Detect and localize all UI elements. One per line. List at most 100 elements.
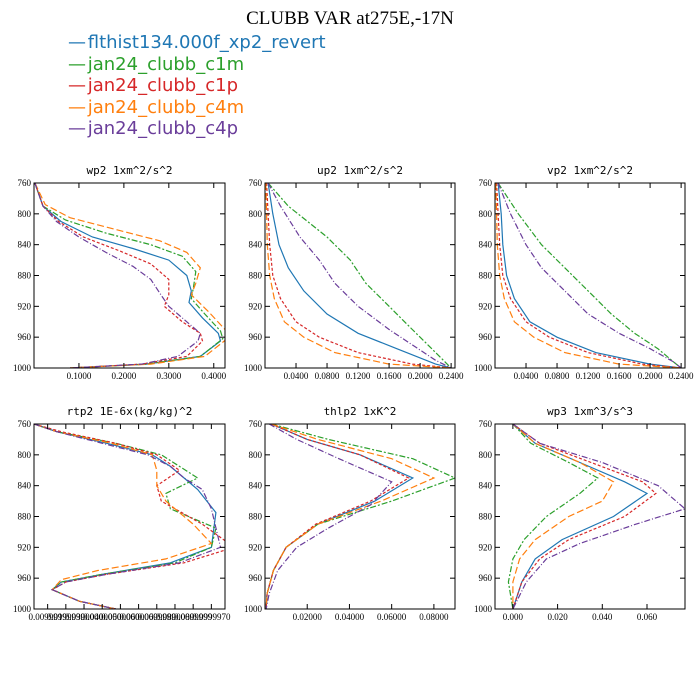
y-tick-label: 760 — [249, 178, 263, 188]
legend-label: jan24_clubb_c4m — [87, 96, 245, 118]
legend-swatch: — — [68, 118, 86, 139]
y-tick-label: 920 — [249, 542, 263, 552]
x-tick-label: 0.06000 — [377, 612, 407, 622]
x-tick-label: 0.060 — [637, 612, 658, 622]
x-tick-label: 0.1600 — [377, 371, 402, 381]
legend-item: — jan24_clubb_c4m — [68, 97, 326, 119]
chart-panel: rtp2 1E-6x(kg/kg)^2 760 800 840 880 920 960 100… — [13, 405, 231, 622]
series-line — [265, 424, 455, 609]
chart-title: wp2 1xm^2/s^2 — [86, 164, 172, 177]
x-tick-label: 0.2000 — [408, 371, 433, 381]
series-line — [512, 424, 685, 609]
legend-item: — flthist134.000f_xp2_revert — [68, 32, 326, 54]
x-tick-label: 0.0999970 — [192, 612, 231, 622]
y-tick-label: 880 — [18, 512, 32, 522]
y-tick-label: 1000 — [244, 363, 263, 373]
x-tick-label: 0.000 — [503, 612, 524, 622]
y-tick-label: 760 — [479, 419, 493, 429]
series-group — [495, 183, 682, 368]
x-tick-label: 0.0300000 — [65, 612, 104, 622]
series-group — [34, 424, 225, 609]
x-tick-label: 0.0800 — [545, 371, 570, 381]
legend-swatch: — — [68, 75, 86, 96]
x-tick-label: 0.1200 — [346, 371, 371, 381]
y-tick-label: 920 — [18, 542, 32, 552]
y-tick-label: 840 — [249, 481, 263, 491]
series-line — [265, 183, 452, 368]
y-tick-label: 960 — [18, 332, 32, 342]
chart-panel: thlp2 1xK^2 760 800 840 880 920 960 1000 0.02000… — [244, 405, 456, 622]
chart-title: wp3 1xm^3/s^3 — [547, 405, 633, 418]
y-tick-label: 800 — [249, 209, 263, 219]
series-line — [497, 183, 682, 368]
x-tick-label: 0.0800000 — [156, 612, 195, 622]
x-tick-label: 0.2400 — [669, 371, 694, 381]
x-tick-label: 0.08000 — [419, 612, 449, 622]
plot-frame — [264, 423, 456, 610]
legend-label: jan24_clubb_c4p — [87, 118, 239, 139]
x-tick-label: 0.1600 — [607, 371, 632, 381]
series-line — [34, 183, 224, 368]
y-tick-label: 880 — [18, 271, 32, 281]
y-tick-label: 840 — [479, 240, 493, 250]
series-line — [267, 183, 452, 368]
legend-label: jan24_clubb_c1p — [87, 75, 239, 96]
x-tick-label: 0.1000 — [67, 371, 92, 381]
y-tick-label: 760 — [249, 419, 263, 429]
y-tick-label: 1000 — [474, 604, 493, 614]
legend-label: flthist134.000f_xp2_revert — [87, 32, 326, 53]
plot-frame — [33, 182, 226, 369]
y-tick-label: 760 — [18, 419, 32, 429]
y-tick-label: 840 — [18, 240, 32, 250]
series-line — [34, 424, 213, 609]
series-line — [507, 424, 599, 609]
y-tick-label: 840 — [18, 481, 32, 491]
chart-title: thlp2 1xK^2 — [324, 405, 397, 418]
series-line — [497, 183, 682, 368]
x-tick-label: 0.0500000 — [101, 612, 140, 622]
x-tick-label: 0.0699999 — [138, 612, 177, 622]
y-tick-label: 960 — [18, 573, 32, 583]
y-tick-label: 840 — [249, 240, 263, 250]
y-tick-label: 840 — [479, 481, 493, 491]
series-line — [267, 183, 452, 368]
legend-item: — jan24_clubb_c1p — [68, 75, 326, 97]
y-tick-label: 1000 — [13, 363, 32, 373]
series-line — [512, 424, 657, 609]
legend-item: — jan24_clubb_c1m — [68, 54, 326, 76]
legend-swatch: — — [68, 53, 86, 75]
x-tick-label: 0.4000 — [201, 371, 226, 381]
y-tick-label: 920 — [249, 301, 263, 311]
y-tick-label: 1000 — [244, 604, 263, 614]
series-line — [266, 183, 452, 368]
chart-title: up2 1xm^2/s^2 — [317, 164, 403, 177]
x-tick-label: 0.040 — [592, 612, 613, 622]
chart-title: vp2 1xm^2/s^2 — [547, 164, 633, 177]
x-tick-label: 0.0099999 — [29, 612, 68, 622]
series-group — [265, 183, 452, 368]
y-tick-label: 1000 — [13, 604, 32, 614]
x-tick-label: 0.3000 — [156, 371, 181, 381]
x-tick-label: 0.02000 — [293, 612, 323, 622]
x-tick-label: 0.0899999 — [174, 612, 213, 622]
y-tick-label: 800 — [479, 209, 493, 219]
y-tick-label: 800 — [18, 450, 32, 460]
page-title: CLUBB VAR at275E,-17N — [246, 8, 454, 29]
series-line — [34, 424, 222, 609]
y-tick-label: 920 — [18, 301, 32, 311]
y-tick-label: 760 — [479, 178, 493, 188]
plot-frame — [494, 182, 686, 369]
x-tick-label: 0.020 — [547, 612, 568, 622]
y-tick-label: 880 — [249, 512, 263, 522]
series-line — [497, 183, 682, 368]
series-line — [34, 183, 201, 368]
legend-swatch: — — [68, 96, 86, 118]
x-tick-label: 0.1200 — [576, 371, 601, 381]
y-tick-label: 880 — [479, 512, 493, 522]
chart-panel: wp2 1xm^2/s^2 760 800 840 880 920 960 1000 0.100… — [13, 164, 227, 381]
y-tick-label: 800 — [249, 450, 263, 460]
series-line — [265, 424, 393, 609]
x-tick-label: 0.0800 — [315, 371, 340, 381]
x-tick-label: 0.0600000 — [119, 612, 158, 622]
